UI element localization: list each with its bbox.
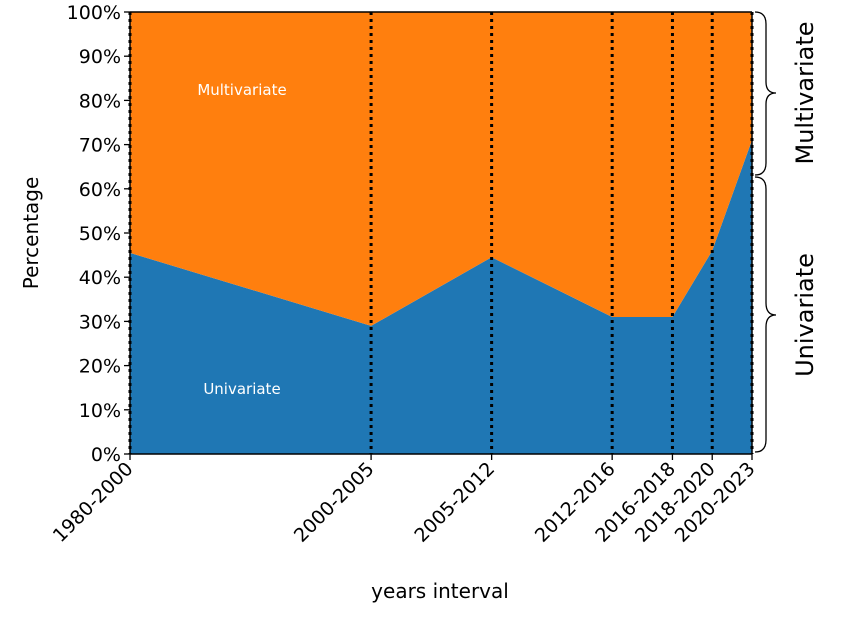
y-tick-label: 0% — [91, 444, 121, 466]
y-tick-label: 40% — [79, 267, 121, 289]
y-tick-label: 10% — [79, 400, 121, 422]
areas — [130, 12, 752, 454]
brace-label-multivariate: Multivariate — [791, 22, 819, 165]
brace-univariate — [754, 176, 777, 453]
x-ticks: 1980-2000 2000-2005 2005-2012 2012-20162016… — [49, 454, 760, 547]
y-tick-label: 60% — [79, 179, 121, 201]
y-axis-label: Percentage — [19, 177, 43, 290]
x-tick-label: 2005-2012 — [410, 458, 499, 547]
x-tick-label: 1980-2000 — [49, 458, 138, 547]
area-label-univariate: Univariate — [203, 380, 280, 398]
y-ticks: 0% 10% 20% 30% 40% 50% 60% 70% 80% 90% 100% — [67, 2, 130, 466]
y-tick-label: 90% — [79, 46, 121, 68]
y-tick-label: 50% — [79, 223, 121, 245]
x-tick-label: 2000-2005 — [290, 458, 379, 547]
brace-label-univariate: Univariate — [791, 253, 819, 377]
y-tick-label: 30% — [79, 311, 121, 333]
y-tick-label: 80% — [79, 90, 121, 112]
brace-multivariate — [754, 11, 777, 176]
y-tick-label: 70% — [79, 135, 121, 157]
y-tick-label: 100% — [67, 2, 121, 24]
x-axis-label: years interval — [371, 579, 509, 603]
area-multivariate — [130, 12, 752, 326]
area-univariate — [130, 140, 752, 454]
braces: Multivariate Univariate — [754, 11, 819, 453]
y-tick-label: 20% — [79, 356, 121, 378]
area-label-multivariate: Multivariate — [197, 81, 286, 99]
